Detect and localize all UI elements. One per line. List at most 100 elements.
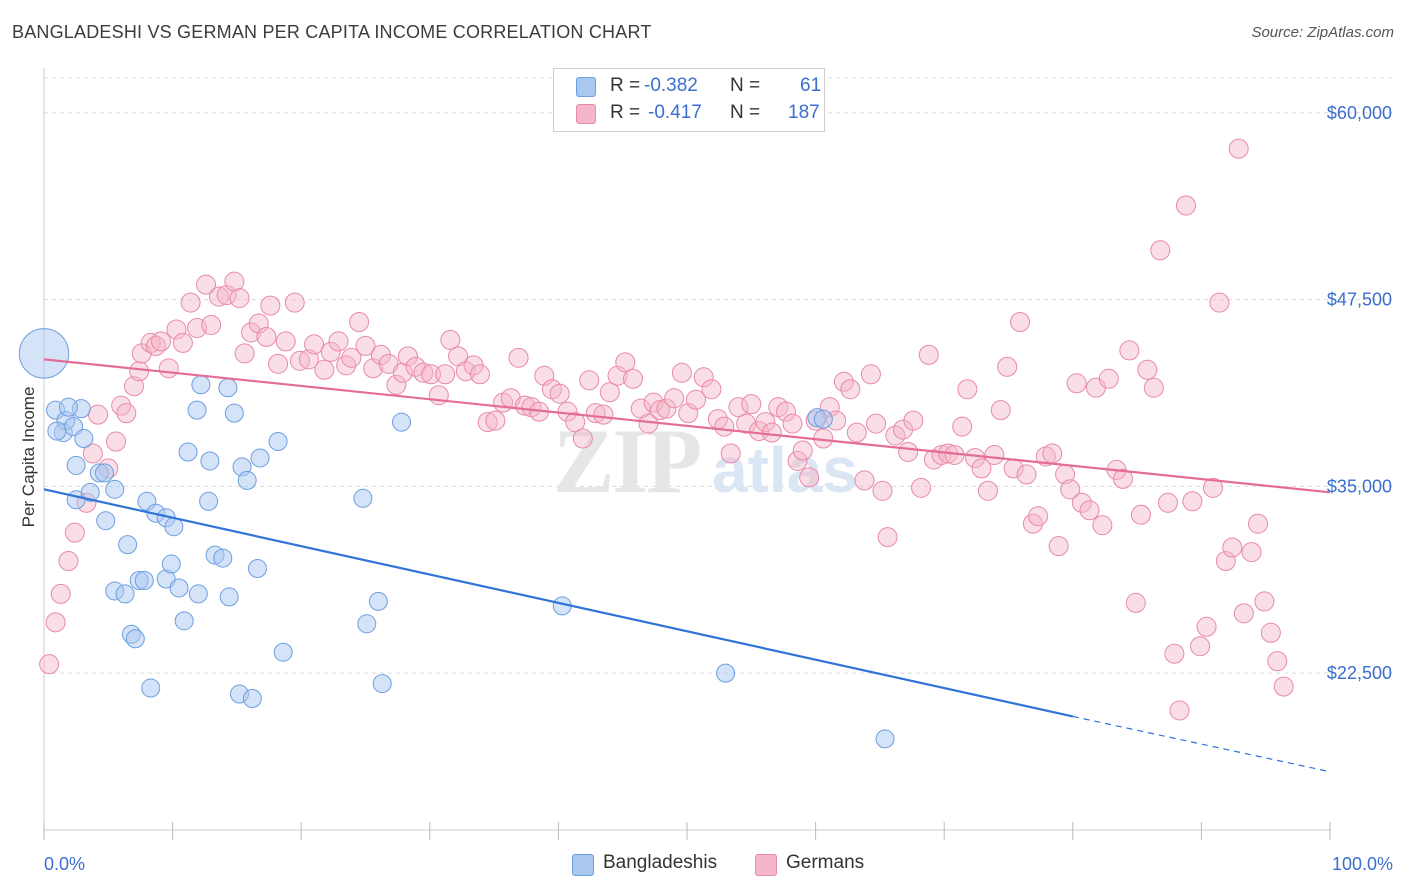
bangladeshi-point <box>94 463 114 483</box>
german-point <box>298 349 319 370</box>
german-point <box>392 362 413 383</box>
y-tick-label: $47,500 <box>1327 290 1392 310</box>
german-point <box>116 403 137 424</box>
german-point <box>840 379 861 400</box>
bangladeshi-point <box>96 511 116 531</box>
bangladeshi-point <box>58 397 78 417</box>
german-point <box>1016 464 1037 485</box>
german-point <box>1092 515 1113 536</box>
bangladeshi-point <box>125 629 145 649</box>
y-tick-label: $22,500 <box>1327 663 1392 683</box>
bangladeshi-point <box>200 451 220 471</box>
bangladeshi-point <box>357 614 377 634</box>
bangladeshi-point <box>191 375 211 395</box>
german-point <box>180 292 201 313</box>
german-point <box>341 347 362 368</box>
pink-swatch <box>755 854 777 876</box>
german-point <box>355 335 376 356</box>
bangladeshi-point <box>178 442 198 462</box>
grid-lines <box>44 77 1392 674</box>
german-point <box>1233 603 1254 624</box>
bangladeshi-point <box>273 642 293 662</box>
german-point <box>761 422 782 443</box>
n-value: 61 <box>800 75 822 96</box>
german-point <box>1042 443 1063 464</box>
german-point <box>649 400 670 421</box>
german-point <box>952 416 973 437</box>
german-point <box>304 334 325 355</box>
bangladeshi-point <box>66 455 86 475</box>
bangladeshis-trend-line <box>43 488 1074 718</box>
german-point <box>378 353 399 374</box>
german-point <box>1196 616 1217 637</box>
x-tick-label: 0.0% <box>44 854 85 874</box>
n-label: N = <box>730 102 761 123</box>
german-point <box>1071 492 1092 513</box>
german-point <box>1112 468 1133 489</box>
german-point <box>260 295 281 316</box>
german-point <box>386 374 407 395</box>
y-tick-label: $60,000 <box>1327 103 1392 123</box>
bangladeshi-point <box>250 448 270 468</box>
y-axis-label: Per Capita Income <box>19 387 38 528</box>
bangladeshi-point <box>47 421 67 441</box>
legend-label: Bangladeshis <box>603 852 718 873</box>
german-point <box>1048 536 1069 557</box>
german-point <box>201 314 222 335</box>
german-point <box>799 467 820 488</box>
german-point <box>208 286 229 307</box>
german-point <box>1241 542 1262 563</box>
german-point <box>224 271 245 292</box>
german-point <box>918 344 939 365</box>
x-tick-labels: 0.0% 100.0% <box>44 854 1393 874</box>
bangladeshi-point <box>392 412 412 432</box>
bangladeshi-point <box>353 488 373 508</box>
german-point <box>656 398 677 419</box>
german-point <box>1150 240 1171 261</box>
bangladeshi-point <box>218 378 238 398</box>
legend-label: Germans <box>786 852 865 873</box>
german-point <box>572 428 593 449</box>
bangladeshi-point <box>80 482 100 502</box>
x-tick-label: 100.0% <box>1332 854 1393 874</box>
german-point <box>106 431 127 452</box>
bangladeshi-point <box>247 559 267 579</box>
german-point <box>877 527 898 548</box>
trend-lines <box>43 358 1331 773</box>
german-point <box>1267 651 1288 672</box>
german-point <box>320 341 341 362</box>
german-point <box>854 470 875 491</box>
bangladeshi-point <box>199 491 219 511</box>
bangladeshi-point <box>134 570 154 590</box>
bangladeshi-point <box>875 729 895 749</box>
german-point <box>421 364 442 385</box>
german-point <box>196 274 217 295</box>
german-point <box>229 288 250 309</box>
german-point <box>965 447 986 468</box>
german-point <box>1202 477 1223 498</box>
german-point <box>1143 377 1164 398</box>
german-point <box>990 400 1011 421</box>
german-point <box>701 379 722 400</box>
watermark-zip: ZIP <box>553 410 700 512</box>
bangladeshi-point <box>188 584 208 604</box>
bangladeshi-point <box>169 578 189 598</box>
n-value: 187 <box>788 102 820 123</box>
german-point <box>1028 506 1049 527</box>
german-point <box>1169 700 1190 721</box>
r-label: R = <box>610 102 641 123</box>
german-point <box>622 368 643 389</box>
german-point <box>256 326 277 347</box>
german-point <box>435 364 456 385</box>
bangladeshi-point <box>18 328 70 379</box>
german-point <box>64 522 85 543</box>
r-label: R = <box>610 75 641 96</box>
german-point <box>755 412 776 433</box>
bangladeshi-point <box>368 591 388 611</box>
german-point <box>1164 643 1185 664</box>
chart-title: BANGLADESHI VS GERMAN PER CAPITA INCOME … <box>12 22 652 42</box>
german-point <box>268 353 289 374</box>
german-point <box>671 362 692 383</box>
german-point <box>846 422 867 443</box>
